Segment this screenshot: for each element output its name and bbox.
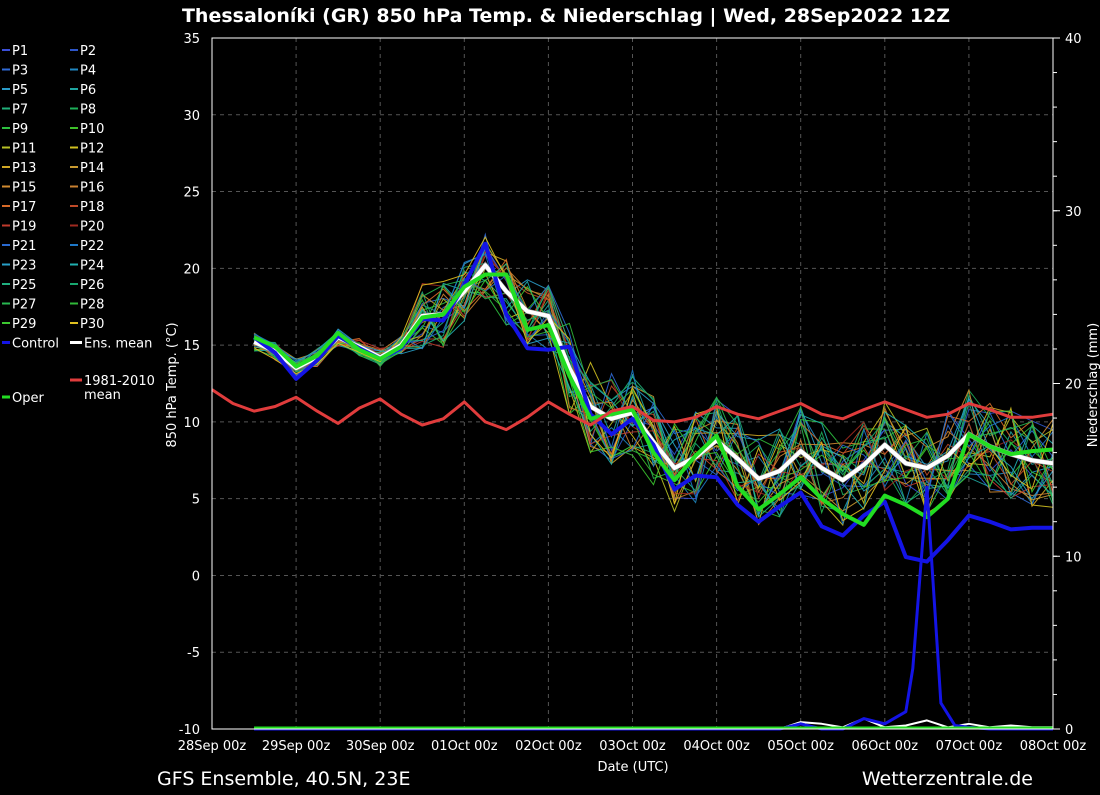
x-tick-label: 30Sep 00z (346, 739, 415, 754)
series-precip-control (254, 485, 1053, 731)
legend-label-climatology: 1981-2010 mean (84, 374, 155, 403)
y2-axis-label: Niederschlag (mm) (1086, 323, 1100, 448)
y-tick-label: -10 (179, 723, 200, 738)
footer-source: GFS Ensemble, 40.5N, 23E (157, 768, 410, 790)
legend-label-p9: P9 (12, 122, 28, 137)
x-tick-label: 06Oct 00z (852, 739, 919, 754)
x-tick-label: 08Oct 00z (1020, 739, 1087, 754)
legend-label-p2: P2 (80, 44, 96, 59)
y-axis-label: 850 hPa Temp. (°C) (165, 322, 180, 447)
y-tick-label: 20 (183, 262, 200, 277)
series-1981-2010-mean (211, 388, 1054, 432)
legend: P1 P2 P3 P4 P5 P6 P7 P8 P9 P10 P11 P12 P13 P14 P15 P16 P… (2, 44, 155, 406)
legend-label-p25: P25 (12, 278, 36, 293)
plot-frame (211, 37, 1054, 730)
x-tick-label: 01Oct 00z (431, 739, 498, 754)
legend-label-ens-mean: Ens. mean (84, 337, 152, 352)
legend-label-p21: P21 (12, 239, 36, 254)
legend-label-p18: P18 (80, 200, 104, 215)
member-line-p25 (253, 262, 1054, 518)
legend-label-p11: P11 (12, 142, 36, 157)
legend-label-control: Control (12, 337, 59, 352)
legend-label-p4: P4 (80, 64, 96, 79)
legend-label-p14: P14 (80, 161, 104, 176)
x-tick-label: 05Oct 00z (767, 739, 834, 754)
x-tick-label: 03Oct 00z (599, 739, 666, 754)
legend-label-p22: P22 (80, 239, 104, 254)
legend-label-p10: P10 (80, 122, 104, 137)
chart-title: Thessaloníki (GR) 850 hPa Temp. & Nieder… (182, 5, 950, 27)
grid (211, 37, 1054, 730)
y-tick-label: 35 (183, 32, 200, 47)
legend-label-p24: P24 (80, 259, 104, 274)
legend-label-p28: P28 (80, 298, 104, 313)
x-tick-label: 02Oct 00z (515, 739, 582, 754)
legend-label-p12: P12 (80, 142, 104, 157)
legend-label-p13: P13 (12, 161, 36, 176)
legend-label-p19: P19 (12, 220, 36, 235)
legend-label-p27: P27 (12, 298, 36, 313)
y2-tick-label: 40 (1065, 32, 1082, 47)
y-tick-label: 0 (192, 569, 200, 584)
x-tick-label: 07Oct 00z (936, 739, 1003, 754)
y-tick-label: 25 (183, 186, 200, 201)
legend-label-p5: P5 (12, 83, 28, 98)
axes: -10 -5 0 5 10 15 20 25 30 35 0 10 20 30 40 28Sep 00z 29S… (178, 32, 1087, 754)
legend-label-p3: P3 (12, 64, 28, 79)
y-tick-label: 10 (183, 416, 200, 431)
legend-label-p1: P1 (12, 44, 28, 59)
member-line-p19 (254, 270, 1054, 502)
x-tick-label: 04Oct 00z (683, 739, 750, 754)
legend-label-oper: Oper (12, 391, 44, 406)
legend-label-p26: P26 (80, 278, 104, 293)
y2-tick-label: 10 (1065, 550, 1082, 565)
legend-label-p16: P16 (80, 181, 104, 196)
ensemble-members (253, 232, 1054, 527)
legend-label-p17: P17 (12, 200, 36, 215)
legend-label-p23: P23 (12, 259, 36, 274)
legend-label-p8: P8 (80, 103, 96, 118)
member-line-p22 (253, 253, 1054, 525)
y2-tick-label: 30 (1065, 205, 1082, 220)
series-oper (253, 272, 1054, 527)
legend-label-p20: P20 (80, 220, 104, 235)
y-tick-label: 30 (183, 109, 200, 124)
y-tick-label: 5 (192, 493, 200, 508)
y2-tick-label: 0 (1065, 723, 1073, 738)
y2-tick-label: 20 (1065, 378, 1082, 393)
legend-label-p29: P29 (12, 317, 36, 332)
x-axis-label: Date (UTC) (597, 760, 668, 775)
legend-label-p15: P15 (12, 181, 36, 196)
y-tick-label: -5 (187, 646, 200, 661)
y-tick-label: 15 (183, 339, 200, 354)
footer-site: Wetterzentrale.de (862, 768, 1033, 790)
x-tick-label: 29Sep 00z (262, 739, 331, 754)
x-tick-label: 28Sep 00z (178, 739, 247, 754)
legend-label-p6: P6 (80, 83, 96, 98)
legend-label-p30: P30 (80, 317, 104, 332)
series (211, 241, 1054, 731)
legend-label-p7: P7 (12, 103, 28, 118)
